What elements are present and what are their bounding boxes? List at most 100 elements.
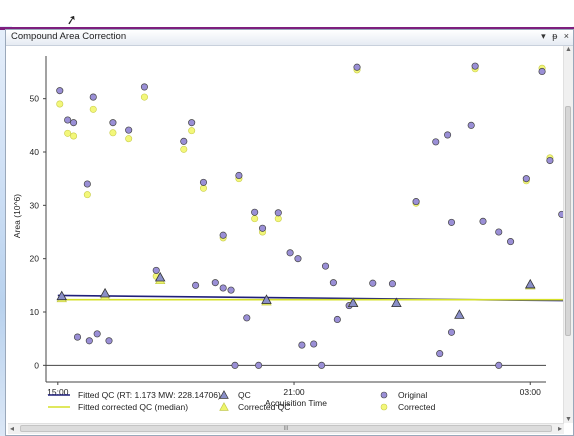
dropdown-arrow-icon[interactable]: ▾ (541, 31, 546, 41)
corrected-point (251, 215, 259, 223)
original-point (140, 83, 148, 91)
legend-swatch (219, 402, 229, 411)
original-point (412, 198, 420, 206)
fitted-qc-line (57, 294, 564, 302)
x-tick-label: 15:00 (47, 387, 69, 397)
qc-point (99, 287, 111, 298)
window-controls: ▾ ᵽ × (537, 31, 569, 42)
y-tick-label: 30 (30, 200, 40, 210)
original-point (298, 341, 306, 349)
original-point (93, 330, 101, 338)
original-point (251, 208, 259, 216)
original-point (447, 328, 456, 336)
qc-point (261, 294, 272, 304)
original-point (538, 67, 546, 76)
original-point (479, 217, 487, 225)
original-point (227, 286, 235, 294)
scatter-chart: 0102030405015:0021:0003:0009:00Acquisiti… (12, 56, 564, 412)
original-point (219, 231, 227, 239)
corrected-point (83, 191, 91, 199)
original-point (73, 333, 82, 341)
original-point (522, 175, 530, 183)
horizontal-scrollbar[interactable]: ◂ III ▸ (8, 423, 564, 434)
scroll-left-icon[interactable]: ◂ (10, 424, 15, 433)
original-point (231, 361, 239, 369)
original-point (388, 280, 397, 288)
vertical-scrollbar[interactable]: ▲ ▼ (563, 46, 573, 423)
original-point (286, 249, 294, 257)
original-point (219, 284, 227, 292)
y-tick-label: 0 (34, 360, 39, 370)
qc-point (524, 278, 536, 289)
x-tick-label: 21:00 (283, 387, 305, 397)
qc-point (454, 309, 465, 319)
original-point (432, 138, 440, 146)
original-point (192, 281, 200, 289)
legend-fitted-corrected-qc: Fitted corrected QC (median) (78, 402, 188, 412)
scroll-grip: III (283, 426, 289, 432)
legend-swatch (219, 390, 229, 399)
vertical-scroll-thumb[interactable] (565, 106, 571, 336)
original-point (125, 126, 133, 134)
corrected-point (89, 105, 97, 113)
y-tick-label: 20 (30, 254, 40, 264)
qc-point (154, 271, 166, 282)
pin-icon[interactable]: ᵽ (552, 31, 558, 41)
close-icon[interactable]: × (563, 31, 569, 41)
corrected-point (109, 129, 117, 137)
y-tick-label: 50 (30, 94, 40, 104)
y-tick-label: 40 (30, 147, 40, 157)
window-frame-top (0, 0, 574, 30)
legend-swatch (380, 391, 388, 399)
original-point (369, 279, 377, 287)
original-point (188, 119, 196, 127)
original-point (329, 279, 337, 287)
y-axis-label: Area (10^6) (12, 194, 22, 238)
qc-point (391, 297, 402, 308)
original-point (85, 337, 93, 345)
scroll-down-icon[interactable]: ▼ (565, 416, 572, 423)
original-point (105, 337, 113, 345)
scroll-right-icon[interactable]: ▸ (557, 424, 562, 433)
original-point (353, 63, 361, 71)
scroll-up-icon[interactable]: ▲ (565, 46, 572, 53)
corrected-point (199, 184, 207, 192)
panel-title: Compound Area Correction (11, 31, 127, 42)
y-tick-label: 10 (30, 307, 40, 317)
qc-point (56, 290, 68, 301)
x-tick-label: 03:00 (520, 387, 542, 397)
original-point (199, 178, 208, 186)
original-point (546, 156, 554, 165)
corrected-point (140, 93, 148, 101)
original-point (507, 238, 515, 246)
original-point (152, 266, 160, 274)
original-point (333, 315, 341, 324)
original-point (444, 131, 452, 139)
x-axis-label: Acquisition Time (265, 398, 327, 408)
original-point (83, 180, 91, 188)
corrected-point (180, 145, 188, 153)
horizontal-scroll-thumb[interactable]: III (20, 425, 552, 432)
original-point (255, 361, 263, 369)
qc-point (347, 297, 359, 308)
original-point (109, 119, 117, 127)
corrected-point (64, 129, 72, 137)
original-point (274, 209, 282, 217)
legend-qc: QC (238, 390, 251, 400)
original-point (471, 62, 479, 70)
original-point (56, 87, 64, 95)
legend-corrected: Corrected (398, 402, 436, 412)
corrected-point (56, 100, 64, 108)
original-point (243, 314, 251, 322)
original-point (310, 340, 318, 348)
original-point (180, 137, 188, 145)
corrected-point (274, 215, 282, 223)
corrected-point (188, 127, 196, 135)
panel-titlebar[interactable]: Compound Area Correction ▾ ᵽ × (6, 30, 573, 46)
original-point (70, 119, 78, 127)
original-point (64, 116, 72, 124)
original-point (258, 224, 267, 232)
original-point (318, 361, 326, 369)
original-point (467, 121, 475, 129)
original-point (211, 279, 219, 287)
